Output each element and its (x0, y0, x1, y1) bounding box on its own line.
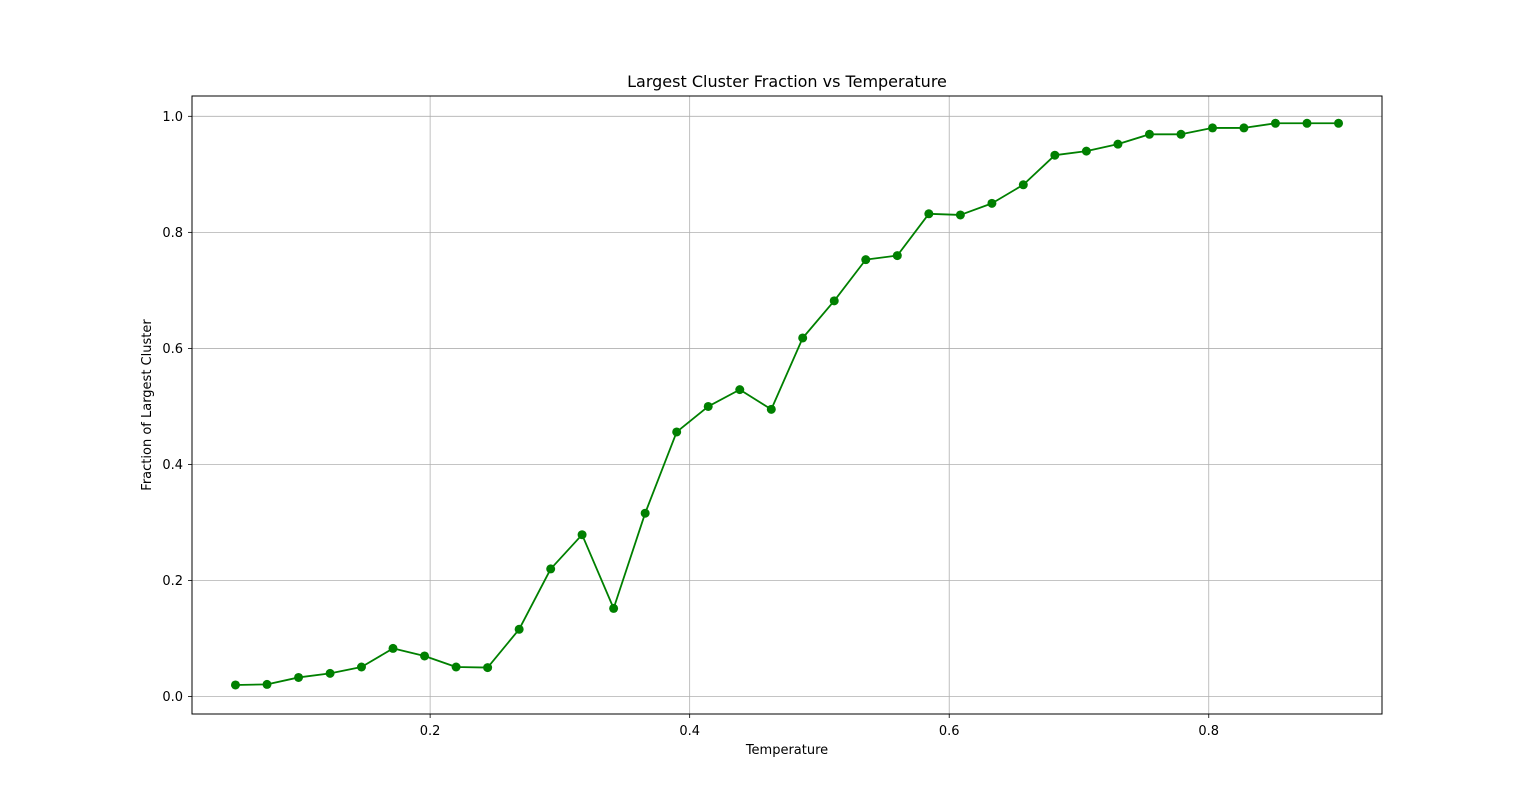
data-point (703, 401, 713, 411)
y-tick-label: 0.4 (162, 458, 183, 473)
plot-area-frame (191, 95, 1383, 715)
chart-title: Largest Cluster Fraction vs Temperature (627, 72, 947, 91)
y-tick-label: 0.8 (162, 226, 183, 241)
x-tick-label: 0.4 (679, 724, 700, 739)
y-axis-label: Fraction of Largest Cluster (140, 319, 155, 491)
data-point (514, 624, 524, 634)
data-point (1208, 123, 1218, 133)
data-point (829, 296, 839, 306)
data-point (672, 427, 682, 437)
data-point (924, 209, 934, 219)
data-point (861, 255, 871, 265)
data-point (388, 643, 398, 653)
data-point (1302, 118, 1312, 128)
data-point (955, 210, 965, 220)
y-tick-label: 1.0 (162, 110, 183, 125)
series-line (235, 122, 1339, 686)
x-tick-label: 0.6 (939, 724, 960, 739)
data-point (483, 663, 493, 673)
x-tick-label: 0.2 (420, 724, 441, 739)
data-point (1239, 123, 1249, 133)
data-point (577, 530, 587, 540)
axis-ticks: 0.2 0.4 0.6 0.8 0.0 0.2 0.4 0.6 0.8 1.0 (162, 110, 1219, 739)
series-line-layer (235, 122, 1339, 686)
data-point (798, 333, 808, 343)
y-tick-label: 0.6 (162, 342, 183, 357)
data-point (546, 564, 556, 574)
data-point (766, 404, 776, 414)
data-point (294, 672, 304, 682)
data-point (1081, 146, 1091, 156)
data-point (451, 662, 461, 672)
grid-lines (192, 96, 1382, 714)
data-point (987, 198, 997, 208)
data-point (1144, 129, 1154, 139)
x-tick-label: 0.8 (1198, 724, 1219, 739)
data-point (892, 251, 902, 261)
data-point (1334, 118, 1344, 128)
data-point (1050, 150, 1060, 160)
data-point (609, 603, 619, 613)
data-point (1270, 118, 1280, 128)
data-point (1176, 129, 1186, 139)
y-tick-label: 0.2 (162, 574, 183, 589)
data-point (735, 385, 745, 395)
data-point (1018, 180, 1028, 190)
data-point (640, 508, 650, 518)
x-axis-label: Temperature (745, 743, 828, 758)
data-point (356, 662, 366, 672)
data-point (262, 679, 272, 689)
data-point (420, 651, 430, 661)
data-point (230, 680, 240, 690)
y-tick-label: 0.0 (162, 690, 183, 705)
data-point (1113, 139, 1123, 149)
data-point (325, 668, 335, 678)
data-points-layer (230, 118, 1344, 690)
